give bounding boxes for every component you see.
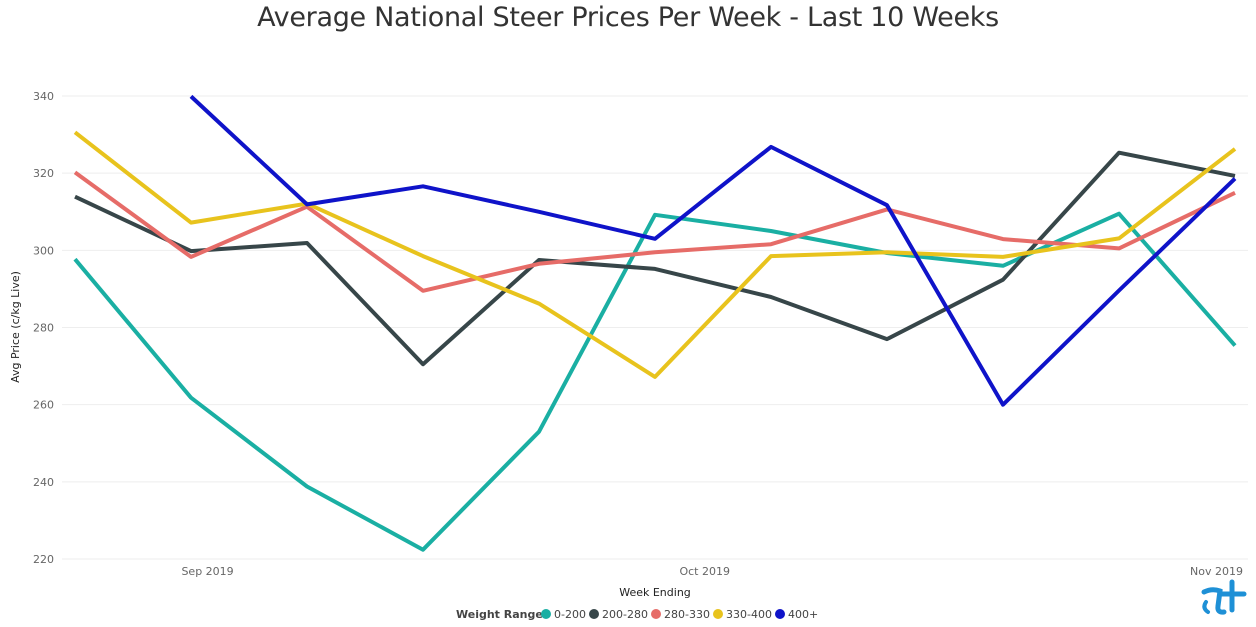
legend-marker <box>589 609 599 619</box>
gridlines <box>62 95 1248 560</box>
series-line-280-330 <box>73 170 1236 293</box>
chart-title: Average National Steer Prices Per Week -… <box>257 2 999 33</box>
y-tick-label: 260 <box>33 399 54 412</box>
series-lines <box>73 94 1237 552</box>
x-axis-title: Week Ending <box>619 586 691 599</box>
legend: Weight Range 0-200 200-280 280-330 330-400 4… <box>456 608 818 621</box>
x-tick-label: Sep 2019 <box>181 565 233 578</box>
brand-logo-icon <box>1201 579 1247 615</box>
y-tick-label: 320 <box>33 167 54 180</box>
legend-label: 280-330 <box>664 608 710 621</box>
legend-label: 200-280 <box>602 608 648 621</box>
y-tick-label: 240 <box>33 476 54 489</box>
series-line-400+ <box>189 94 1237 407</box>
legend-marker <box>775 609 785 619</box>
series-line-330-400 <box>73 130 1237 379</box>
x-tick-label: Oct 2019 <box>679 565 730 578</box>
y-tick-label: 300 <box>33 244 54 257</box>
y-tick-label: 280 <box>33 322 54 335</box>
legend-label: 0-200 <box>554 608 586 621</box>
legend-marker <box>651 609 661 619</box>
legend-label: 400+ <box>788 608 818 621</box>
y-tick-label: 220 <box>33 553 54 566</box>
legend-marker <box>713 609 723 619</box>
legend-marker <box>541 609 551 619</box>
series-line-200-280 <box>74 150 1236 367</box>
x-axis-ticks: Sep 2019 Oct 2019 Nov 2019 <box>181 565 1243 578</box>
x-tick-label: Nov 2019 <box>1190 565 1243 578</box>
y-tick-label: 340 <box>33 90 54 103</box>
y-axis-title: Avg Price (c/kg Live) <box>9 271 22 383</box>
y-axis-ticks: 220 240 260 280 300 320 340 <box>33 90 54 566</box>
legend-label: 330-400 <box>726 608 772 621</box>
series-line-0-200 <box>73 211 1237 552</box>
legend-title: Weight Range <box>456 608 543 621</box>
